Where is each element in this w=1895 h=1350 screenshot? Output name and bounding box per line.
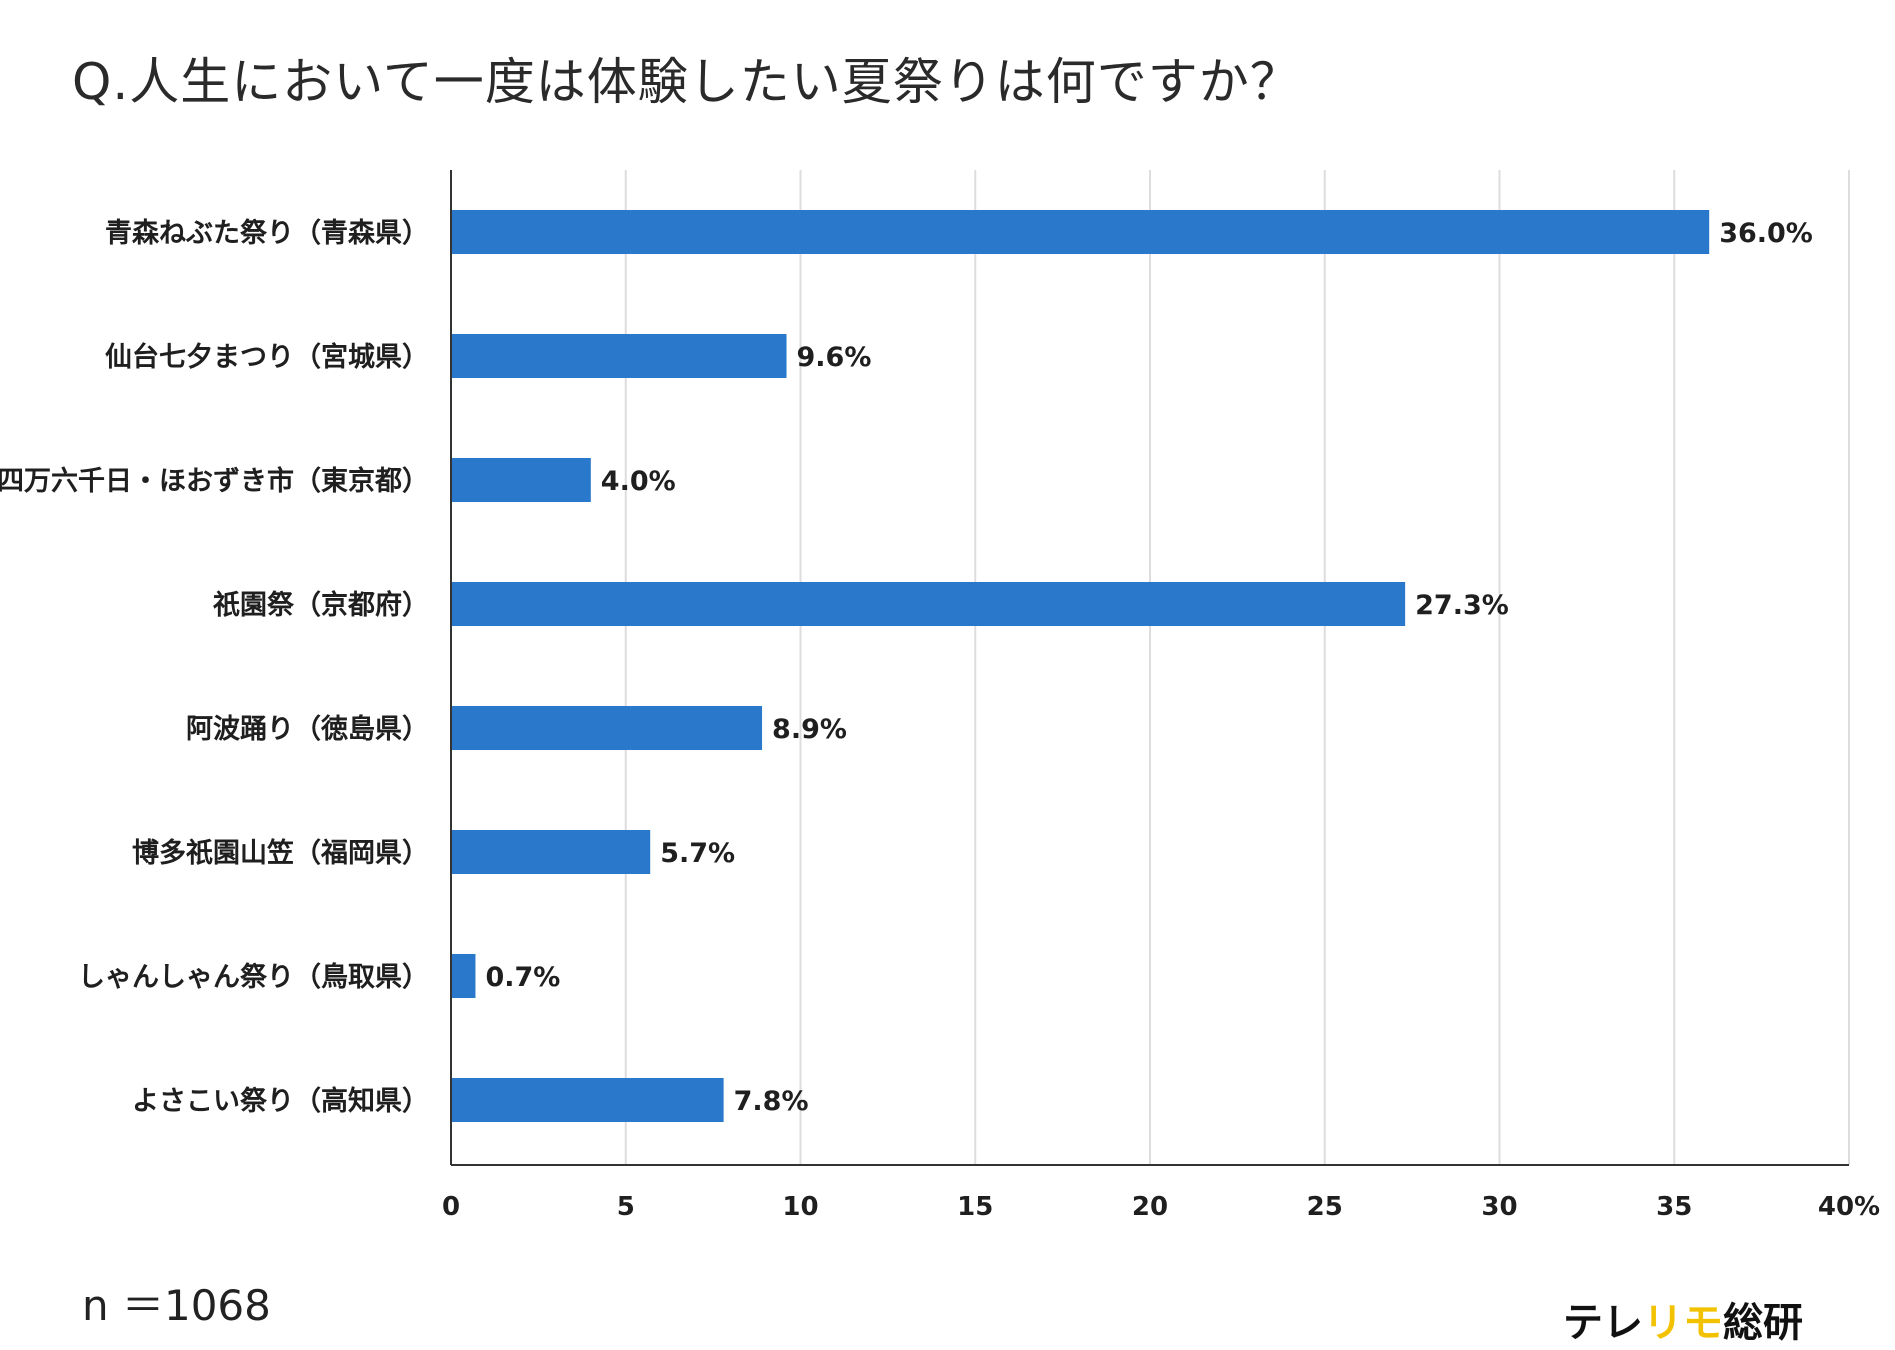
data-label: 0.7% bbox=[485, 962, 560, 993]
bar bbox=[451, 1078, 724, 1122]
sample-size: n ＝1068 bbox=[82, 1281, 271, 1330]
bar bbox=[451, 582, 1406, 626]
category-label: 青森ねぶた祭り（青森県） bbox=[105, 217, 429, 249]
category-label: しゃんしゃん祭り（鳥取県） bbox=[78, 961, 429, 993]
bar bbox=[451, 458, 591, 502]
brand-part-2: リモ bbox=[1643, 1300, 1723, 1346]
bar bbox=[451, 954, 476, 998]
brand-part-1: テレ bbox=[1563, 1300, 1643, 1346]
bar bbox=[451, 706, 763, 750]
x-tick-label: 5 bbox=[617, 1192, 635, 1222]
category-label: 阿波踊り（徳島県） bbox=[186, 714, 429, 745]
data-label: 27.3% bbox=[1415, 590, 1509, 621]
x-tick-label: 20 bbox=[1132, 1192, 1168, 1222]
x-tick-label: 30 bbox=[1481, 1192, 1517, 1222]
category-label: 仙台七夕まつり（宮城県） bbox=[105, 341, 429, 373]
bar bbox=[451, 210, 1710, 254]
x-tick-label: 15 bbox=[957, 1192, 993, 1222]
brand-part-3: 総研 bbox=[1723, 1300, 1803, 1346]
x-tick-label: 0 bbox=[442, 1192, 460, 1222]
data-label: 36.0% bbox=[1719, 218, 1813, 249]
x-tick-label: 35 bbox=[1656, 1192, 1692, 1222]
category-label: 四万六千日・ほおずき市（東京都） bbox=[0, 465, 429, 497]
x-tick-label: 40% bbox=[1818, 1192, 1880, 1222]
brand-logo: テレリモ総研 bbox=[1563, 1290, 1803, 1348]
data-label: 4.0% bbox=[601, 466, 676, 497]
data-label: 5.7% bbox=[660, 838, 735, 869]
chart-title: Q.人生において一度は体験したい夏祭りは何ですか？ bbox=[72, 53, 1301, 111]
category-label: 博多祇園山笠（福岡県） bbox=[132, 837, 429, 869]
data-label: 9.6% bbox=[797, 342, 872, 373]
bar bbox=[451, 830, 651, 874]
bar bbox=[451, 334, 787, 378]
data-label: 8.9% bbox=[772, 714, 847, 745]
data-label: 7.8% bbox=[734, 1086, 809, 1117]
category-label: 祇園祭（京都府） bbox=[212, 589, 429, 621]
x-tick-label: 10 bbox=[782, 1192, 818, 1222]
x-tick-label: 25 bbox=[1307, 1192, 1343, 1222]
category-label: よさこい祭り（高知県） bbox=[132, 1085, 429, 1117]
